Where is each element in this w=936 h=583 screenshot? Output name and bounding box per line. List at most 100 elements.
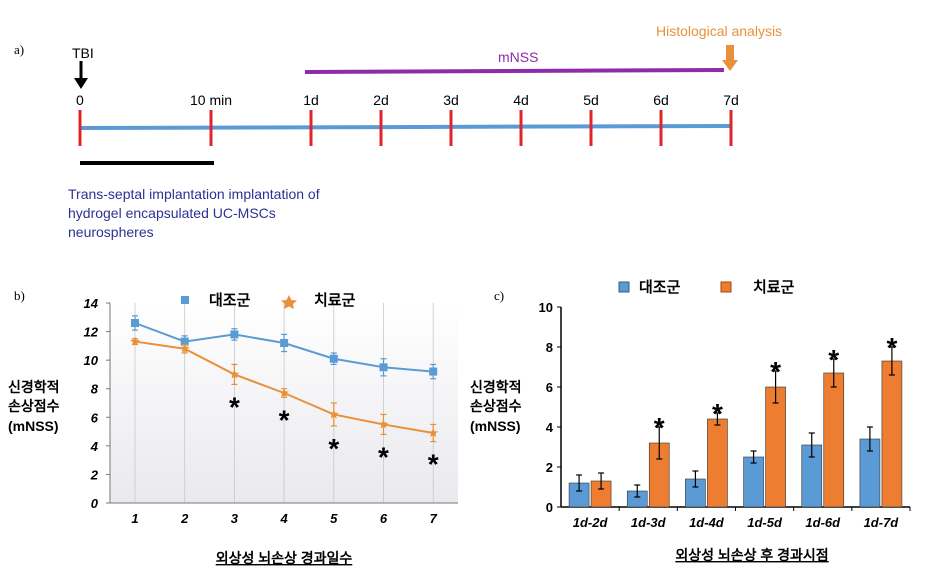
line-chart-ytick-2: 2 xyxy=(90,467,99,482)
legend-swatch-treatment xyxy=(720,281,732,293)
line-chart-xtick-5: 5 xyxy=(330,511,338,526)
line-chart-ytick-0: 0 xyxy=(91,496,99,511)
point-control-7 xyxy=(429,367,438,376)
tbi-arrow-icon xyxy=(74,61,88,89)
line-chart-ylabel-1: 신경학적 xyxy=(8,379,60,395)
implant-text-line-1: Trans-septal implantation implantation o… xyxy=(68,186,320,202)
bar-control-1d-5d xyxy=(743,456,764,508)
bar-chart-xlabel: 외상성 뇌손상 후 경과시점 xyxy=(675,547,828,563)
point-treatment-3 xyxy=(229,369,240,379)
point-control-1 xyxy=(131,319,139,327)
line-chart-ytick-6: 6 xyxy=(91,410,99,425)
legend-marker-treatment xyxy=(281,295,297,309)
timeline-tick-label-6: 5d xyxy=(583,92,599,108)
bar-chart-ytick-4: 4 xyxy=(546,420,554,435)
point-control-2 xyxy=(180,337,189,346)
point-treatment-4 xyxy=(279,388,289,397)
mnss-label: mNSS xyxy=(498,49,538,65)
bar-treatment-1d-7d xyxy=(881,360,903,508)
bar-chart-ytick-2: 2 xyxy=(546,460,553,475)
bar-chart-ytick-6: 6 xyxy=(546,380,553,395)
bar-treatment-1d-5d xyxy=(765,386,786,508)
tbi-label: TBI xyxy=(72,45,94,61)
line-chart-ylabel-3: (mNSS) xyxy=(8,418,59,434)
line-chart-ytick-8: 8 xyxy=(91,382,99,397)
line-chart-xtick-3: 3 xyxy=(231,511,239,526)
bar-legend-label-treatment: 치료군 xyxy=(753,279,795,296)
line-chart-ytick-4: 4 xyxy=(90,439,99,454)
significance-star-day-7: * xyxy=(428,449,439,480)
timeline-tick-label-1: 10 min xyxy=(190,92,232,108)
bar-chart-category-1d-7d: 1d-7d xyxy=(864,515,900,530)
significance-star-day-5: * xyxy=(328,433,339,464)
panel-label-b: b) xyxy=(14,288,25,303)
histological-label: Histological analysis xyxy=(656,23,782,39)
panel-a: a) TBI 0 10 min 1d 2d 3d 4d 5d 6d 7d mNSS Histol… xyxy=(14,23,782,240)
timeline-tick-label-7: 6d xyxy=(653,92,669,108)
timeline-tick-label-0: 0 xyxy=(76,92,84,108)
timeline-tick-label-8: 7d xyxy=(723,92,739,108)
line-chart-xtick-2: 2 xyxy=(180,511,189,526)
significance-star-day-4: * xyxy=(279,404,290,435)
bar-chart-ylabel-1: 신경학적 xyxy=(470,379,522,395)
bar-significance-star-1d-3d: * xyxy=(654,412,665,443)
timeline-axis xyxy=(79,124,731,130)
line-chart-xtick-1: 1 xyxy=(131,511,138,526)
bar-legend-label-control: 대조군 xyxy=(639,279,681,296)
bar-chart-ylabel-3: (mNSS) xyxy=(470,418,521,434)
line-chart-xtick-6: 6 xyxy=(380,511,388,526)
bar-chart-ylabel-2: 손상점수 xyxy=(470,398,522,414)
line-chart-ytick-14: 14 xyxy=(84,296,99,311)
significance-star-day-3: * xyxy=(229,391,240,422)
timeline-tick-label-2: 1d xyxy=(303,92,319,108)
bar-treatment-1d-6d xyxy=(823,372,845,508)
panel-c: c) 0 2 4 6 8 10 1d-2d 1d-3d 1d-4d 1d-5d 1d-6d 1d-7… xyxy=(470,279,911,563)
line-chart-ytick-12: 12 xyxy=(84,325,99,340)
bar-chart-ytick-10: 10 xyxy=(539,300,553,315)
bar-chart-category-1d-5d: 1d-5d xyxy=(747,515,783,530)
bar-chart-category-1d-3d: 1d-3d xyxy=(631,515,667,530)
point-treatment-1 xyxy=(130,336,140,346)
point-control-5 xyxy=(329,354,338,363)
point-treatment-7 xyxy=(428,428,438,437)
panel-label-c: c) xyxy=(494,288,504,303)
bar-significance-star-1d-7d: * xyxy=(886,332,897,363)
significance-star-day-6: * xyxy=(378,441,389,472)
bar-chart-ytick-8: 8 xyxy=(546,340,553,355)
line-chart-xtick-4: 4 xyxy=(279,511,288,526)
line-chart-ylabel-2: 손상점수 xyxy=(8,398,60,414)
point-treatment-2 xyxy=(179,343,190,353)
legend-label-control: 대조군 xyxy=(209,292,251,309)
histological-arrow-icon xyxy=(722,45,738,71)
timeline-tick-label-4: 3d xyxy=(443,92,459,108)
bar-chart-legend: 대조군 치료군 xyxy=(618,279,795,296)
line-chart-ytick-10: 10 xyxy=(84,353,99,368)
bar-chart-category-1d-2d: 1d-2d xyxy=(573,515,609,530)
timeline-tick-label-5: 4d xyxy=(513,92,529,108)
bar-significance-star-1d-6d: * xyxy=(828,344,839,375)
legend-swatch-control xyxy=(618,281,630,293)
bar-significance-star-1d-5d: * xyxy=(770,356,781,387)
legend-label-treatment: 치료군 xyxy=(314,292,356,309)
mnss-bar xyxy=(304,68,725,74)
point-control-6 xyxy=(379,363,388,372)
line-chart-xtick-7: 7 xyxy=(430,511,438,526)
bar-chart-category-1d-4d: 1d-4d xyxy=(689,515,725,530)
point-control-3 xyxy=(230,330,239,339)
point-control-4 xyxy=(280,339,289,347)
bar-treatment-1d-4d xyxy=(707,418,728,508)
point-treatment-5 xyxy=(329,409,339,419)
bar-chart-category-1d-6d: 1d-6d xyxy=(805,515,841,530)
bar-chart-ytick-0: 0 xyxy=(546,500,553,515)
timeline-tick-label-3: 2d xyxy=(373,92,389,108)
bar-significance-star-1d-4d: * xyxy=(712,398,723,429)
line-chart-legend: 대조군 치료군 xyxy=(181,292,356,309)
legend-marker-control xyxy=(181,296,189,304)
point-treatment-6 xyxy=(378,419,389,429)
implant-text-line-3: neurospheres xyxy=(68,224,154,240)
line-chart-xlabel: 외상성 뇌손상 경과일수 xyxy=(216,550,353,566)
implant-text-line-2: hydrogel encapsulated UC-MSCs xyxy=(68,205,276,221)
panel-label-a: a) xyxy=(14,42,24,57)
